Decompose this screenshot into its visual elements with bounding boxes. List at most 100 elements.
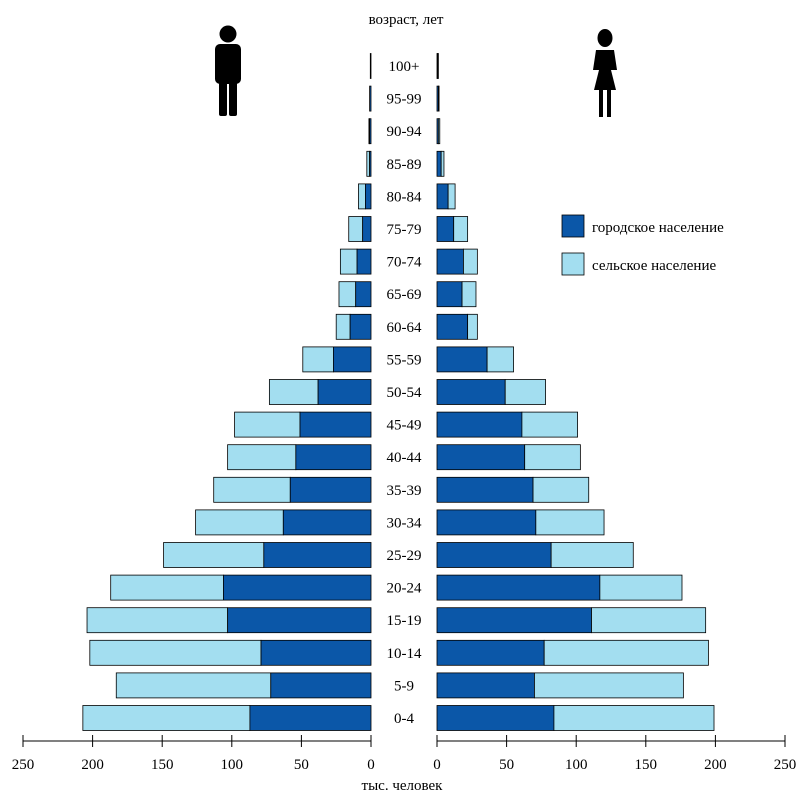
x-tick-label-left-0: 0	[367, 757, 375, 773]
bar-male-urban-15-19	[227, 607, 372, 634]
woman-silhouette-icon	[593, 29, 617, 117]
bar-male-rural-20-24	[110, 574, 224, 601]
age-label-45-49: 45-49	[387, 418, 422, 434]
bar-male-rural-0-4	[82, 705, 251, 731]
bar-female-urban-50-54	[436, 379, 506, 405]
age-label-35-39: 35-39	[387, 483, 422, 499]
x-axis-label: тыс. человек	[362, 778, 444, 794]
age-label-55-59: 55-59	[387, 352, 422, 368]
bar-female-rural-35-39	[532, 476, 590, 503]
age-label-40-44: 40-44	[387, 450, 422, 466]
bar-male-urban-60-64	[349, 313, 372, 340]
bar-male-urban-30-34	[282, 509, 372, 536]
bar-male-urban-65-69	[355, 281, 372, 308]
bars-group	[82, 53, 715, 731]
bar-male-urban-90-94	[369, 118, 372, 145]
bar-male-rural-80-84	[358, 183, 366, 210]
bar-male-urban-95-99	[369, 85, 372, 112]
bar-female-rural-55-59	[486, 346, 514, 373]
bar-female-rural-75-79	[453, 216, 469, 242]
bar-female-urban-40-44	[436, 444, 526, 471]
x-tick-label-left-250: 250	[12, 757, 35, 773]
bar-male-rural-75-79	[348, 216, 364, 242]
x-tick-label-right-200: 200	[704, 757, 727, 773]
bar-male-rural-85-89	[366, 150, 371, 177]
age-label-70-74: 70-74	[387, 255, 422, 271]
bar-female-rural-65-69	[461, 281, 477, 308]
age-label-75-79: 75-79	[387, 222, 422, 238]
age-label-65-69: 65-69	[387, 287, 422, 303]
man-silhouette-icon	[215, 25, 241, 116]
legend-swatch-urban	[561, 214, 585, 238]
x-tick-label-right-250: 250	[774, 757, 797, 773]
bar-male-urban-25-29	[263, 542, 372, 568]
bar-female-urban-0-4	[436, 705, 555, 731]
bar-female-urban-45-49	[436, 411, 523, 438]
bar-female-urban-20-24	[436, 574, 601, 601]
bar-female-urban-25-29	[436, 542, 552, 568]
bar-female-rural-25-29	[550, 542, 634, 568]
age-label-100+: 100+	[389, 59, 420, 75]
bar-male-rural-40-44	[227, 444, 297, 471]
bar-female-rural-50-54	[504, 379, 546, 405]
bar-male-urban-20-24	[223, 574, 372, 601]
bar-male-rural-5-9	[115, 672, 272, 699]
age-label-90-94: 90-94	[387, 124, 422, 140]
bar-female-rural-60-64	[467, 313, 478, 340]
age-label-30-34: 30-34	[387, 515, 422, 531]
bar-male-rural-10-14	[89, 639, 262, 666]
age-label-95-99: 95-99	[387, 92, 422, 108]
bar-female-rural-90-94	[437, 118, 441, 145]
bar-female-rural-30-34	[535, 509, 605, 536]
bar-female-rural-95-99	[437, 85, 440, 112]
bar-male-urban-45-49	[299, 411, 372, 438]
age-label-15-19: 15-19	[387, 613, 422, 629]
age-label-5-9: 5-9	[394, 678, 414, 694]
bar-female-urban-10-14	[436, 639, 545, 666]
bar-female-rural-10-14	[543, 639, 709, 666]
legend-label-urban: городское население	[592, 220, 724, 236]
bar-male-urban-0-4	[249, 705, 372, 731]
age-label-80-84: 80-84	[387, 189, 422, 205]
bar-female-rural-100+	[437, 53, 439, 79]
bar-male-urban-70-74	[356, 248, 372, 275]
bar-female-rural-5-9	[534, 672, 684, 699]
legend-swatch-rural	[561, 252, 585, 276]
age-labels-group: 0-4 5-9 10-14 15-19 20-24 25-29 30-34 35-39 40-4…	[387, 59, 422, 727]
y-axis-label: возраст, лет	[369, 12, 444, 28]
bar-female-urban-85-89	[436, 150, 442, 177]
bar-female-rural-80-84	[447, 183, 456, 210]
legend-label-rural: сельское население	[592, 258, 716, 274]
bar-male-rural-15-19	[86, 607, 229, 634]
bar-male-urban-100+	[369, 53, 372, 79]
age-label-85-89: 85-89	[387, 157, 422, 173]
age-label-50-54: 50-54	[387, 385, 422, 401]
age-label-0-4: 0-4	[394, 711, 414, 727]
bar-female-rural-85-89	[440, 150, 445, 177]
age-label-10-14: 10-14	[387, 646, 422, 662]
legend: городское население сельское население	[561, 214, 724, 276]
bar-female-rural-0-4	[553, 705, 715, 731]
bar-male-urban-75-79	[362, 216, 372, 242]
bar-female-urban-35-39	[436, 476, 534, 503]
bar-female-rural-45-49	[521, 411, 578, 438]
x-tick-label-right-0: 0	[433, 757, 441, 773]
bar-female-rural-40-44	[524, 444, 581, 471]
bar-female-urban-30-34	[436, 509, 537, 536]
axes-group: 250 200 150 100 50 0 0 50 100 150 200 250	[12, 735, 797, 773]
x-tick-label-left-100: 100	[221, 757, 244, 773]
age-label-25-29: 25-29	[387, 548, 422, 564]
bar-male-urban-50-54	[317, 379, 372, 405]
bar-female-urban-15-19	[436, 607, 592, 634]
bar-female-urban-70-74	[436, 248, 464, 275]
bar-female-urban-65-69	[436, 281, 463, 308]
bar-female-urban-5-9	[436, 672, 535, 699]
x-tick-label-left-200: 200	[81, 757, 104, 773]
bar-female-urban-55-59	[436, 346, 488, 373]
age-label-60-64: 60-64	[387, 320, 422, 336]
bar-male-urban-5-9	[270, 672, 372, 699]
bar-male-urban-35-39	[289, 476, 372, 503]
x-tick-label-right-150: 150	[635, 757, 658, 773]
bar-male-rural-35-39	[213, 476, 291, 503]
